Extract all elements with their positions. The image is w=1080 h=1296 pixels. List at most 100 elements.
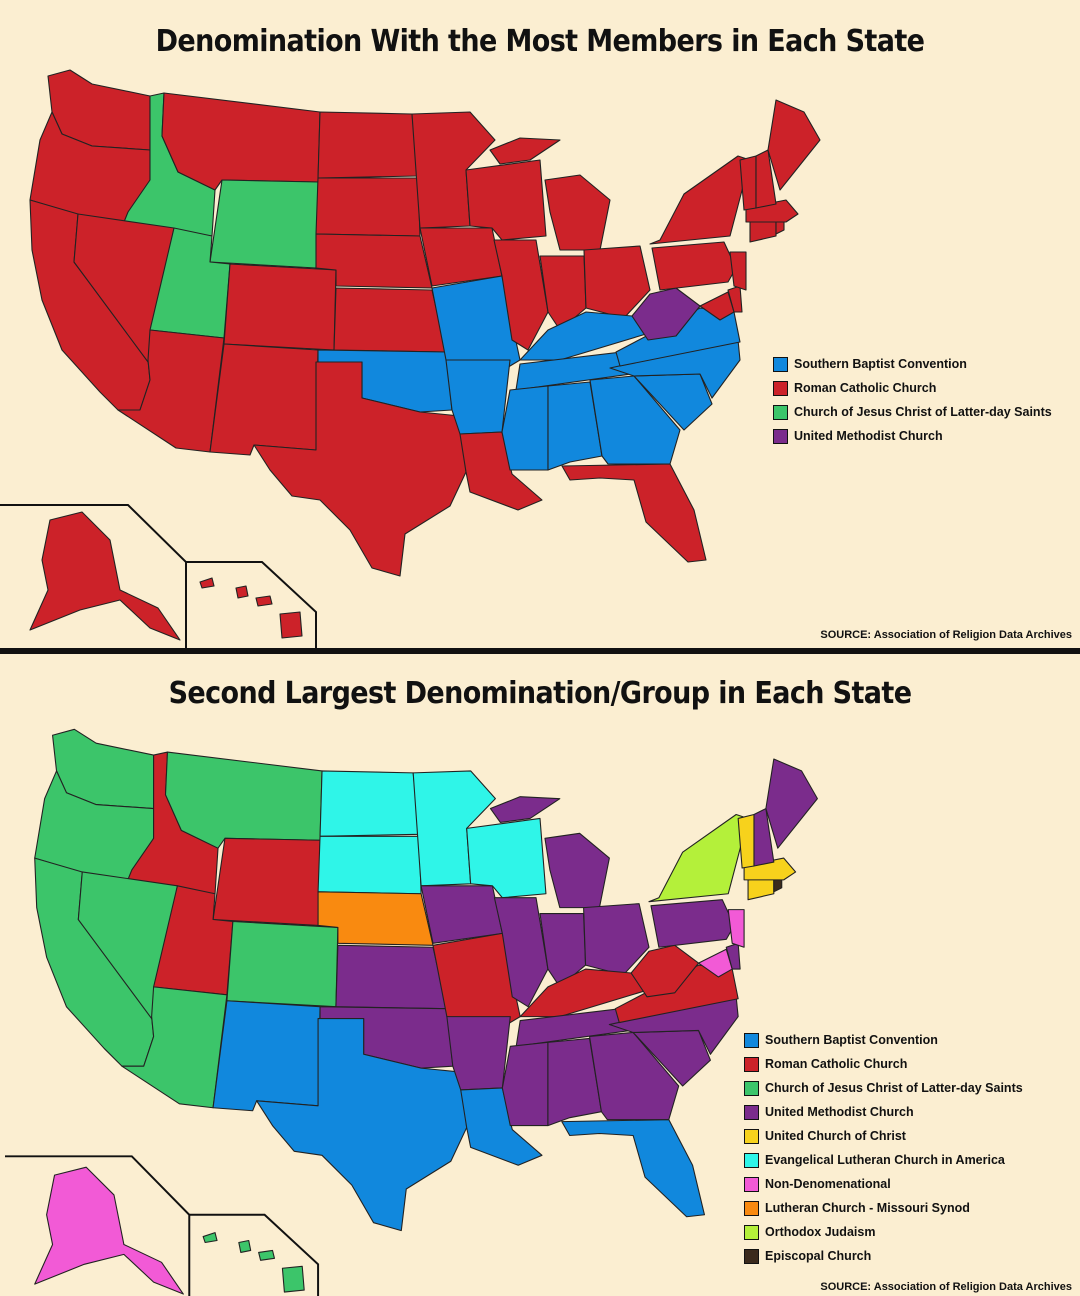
- legend-item: United Methodist Church: [744, 1100, 1023, 1124]
- state-south-dakota: [317, 835, 422, 895]
- us-map-second-largest: [4, 728, 818, 1296]
- legend-label: Orthodox Judaism: [765, 1225, 876, 1239]
- legend-label: United Methodist Church: [794, 429, 943, 443]
- state-ohio: [583, 245, 651, 319]
- legend-swatch: [773, 404, 788, 420]
- state-pennsylvania: [650, 899, 735, 948]
- legend-label: Church of Jesus Christ of Latter-day Sai…: [765, 1081, 1023, 1095]
- legend-item: Episcopal Church: [744, 1244, 1023, 1268]
- legend-swatch: [744, 1248, 759, 1264]
- alaska-inset-frame: [0, 504, 187, 648]
- state-mississippi: [501, 385, 549, 471]
- legend-item: Non-Denomenational: [744, 1172, 1023, 1196]
- legend-swatch: [744, 1032, 759, 1048]
- legend-swatch: [744, 1224, 759, 1240]
- legend-item: Orthodox Judaism: [744, 1220, 1023, 1244]
- state-ohio: [583, 903, 650, 976]
- state-pennsylvania: [651, 241, 737, 291]
- state-colorado: [226, 920, 339, 1008]
- legend-label: Non-Denomenational: [765, 1177, 891, 1191]
- state-alabama: [547, 1037, 602, 1127]
- bottom-map-panel: Second Largest Denomination/Group in Eac…: [0, 654, 1080, 1296]
- legend-item: Roman Catholic Church: [773, 376, 1052, 400]
- legend-label: Roman Catholic Church: [794, 381, 937, 395]
- legend-item: Southern Baptist Convention: [773, 352, 1052, 376]
- legend-swatch: [773, 356, 788, 372]
- state-alabama: [547, 381, 603, 471]
- state-maine: [765, 758, 818, 849]
- top-map-panel: Denomination With the Most Members in Ea…: [0, 24, 1072, 648]
- state-kansas: [333, 287, 447, 353]
- panel-divider: [0, 648, 1080, 654]
- state-kansas: [335, 944, 448, 1010]
- state-north-dakota: [317, 111, 419, 179]
- state-new-york: [649, 155, 751, 245]
- legend-label: Lutheran Church - Missouri Synod: [765, 1201, 970, 1215]
- state-new-york: [648, 813, 749, 903]
- legend-label: United Church of Christ: [765, 1129, 906, 1143]
- state-florida: [561, 463, 707, 563]
- top-source-note: SOURCE: Association of Religion Data Arc…: [820, 629, 1072, 641]
- state-texas: [256, 1018, 468, 1232]
- state-vermont: [737, 813, 755, 869]
- state-alaska: [29, 511, 181, 641]
- state-montana: [161, 92, 321, 191]
- legend-item: United Church of Christ: [744, 1124, 1023, 1148]
- legend-label: United Methodist Church: [765, 1105, 914, 1119]
- us-map-most-members: [0, 69, 821, 648]
- legend-item: Evangelical Lutheran Church in America: [744, 1148, 1023, 1172]
- state-montana: [164, 751, 323, 849]
- state-new-hampshire: [753, 808, 775, 867]
- legend-swatch: [744, 1128, 759, 1144]
- legend-label: Southern Baptist Convention: [794, 357, 967, 371]
- alaska-inset-frame: [4, 1155, 191, 1296]
- legend-item: Church of Jesus Christ of Latter-day Sai…: [773, 400, 1052, 424]
- legend-swatch: [744, 1056, 759, 1072]
- state-wyoming: [212, 837, 321, 927]
- bottom-map-title: Second Largest Denomination/Group in Eac…: [168, 676, 912, 711]
- legend-label: Evangelical Lutheran Church in America: [765, 1153, 1005, 1167]
- legend-swatch: [744, 1152, 759, 1168]
- state-south-dakota: [315, 177, 421, 237]
- state-wyoming: [209, 179, 319, 269]
- state-florida: [561, 1119, 706, 1218]
- legend-swatch: [773, 380, 788, 396]
- hawaii-inset-frame: [186, 561, 317, 648]
- state-new-mexico: [209, 343, 319, 456]
- legend-item: United Methodist Church: [773, 424, 1052, 448]
- state-missouri: [432, 932, 521, 1030]
- top-legend: Southern Baptist Convention Roman Catholi…: [773, 352, 1052, 448]
- state-delaware: [725, 942, 741, 970]
- state-alaska: [34, 1166, 184, 1295]
- legend-swatch: [773, 428, 788, 444]
- state-hawaii: [202, 1232, 305, 1293]
- state-new-jersey: [729, 251, 747, 291]
- legend-item: Southern Baptist Convention: [744, 1028, 1023, 1052]
- legend-item: Church of Jesus Christ of Latter-day Sai…: [744, 1076, 1023, 1100]
- state-maine: [767, 99, 821, 191]
- legend-item: Lutheran Church - Missouri Synod: [744, 1196, 1023, 1220]
- state-new-jersey: [727, 909, 745, 948]
- state-new-mexico: [212, 1000, 321, 1112]
- state-delaware: [727, 285, 743, 313]
- state-iowa: [420, 885, 503, 944]
- state-illinois: [493, 897, 549, 1008]
- legend-label: Roman Catholic Church: [765, 1057, 908, 1071]
- legend-label: Southern Baptist Convention: [765, 1033, 938, 1047]
- state-iowa: [419, 227, 503, 287]
- state-vermont: [739, 155, 757, 211]
- state-colorado: [223, 263, 337, 351]
- state-new-hampshire: [755, 149, 777, 209]
- hawaii-inset-frame: [189, 1213, 320, 1296]
- state-nebraska: [317, 891, 434, 946]
- state-mississippi: [501, 1041, 549, 1127]
- bottom-source-note: SOURCE: Association of Religion Data Arc…: [820, 1281, 1072, 1293]
- state-hawaii: [199, 577, 303, 639]
- legend-item: Roman Catholic Church: [744, 1052, 1023, 1076]
- legend-label: Episcopal Church: [765, 1249, 872, 1263]
- state-illinois: [493, 239, 549, 351]
- state-north-dakota: [319, 770, 420, 837]
- state-missouri: [431, 275, 521, 373]
- legend-swatch: [744, 1104, 759, 1120]
- state-nebraska: [315, 233, 433, 289]
